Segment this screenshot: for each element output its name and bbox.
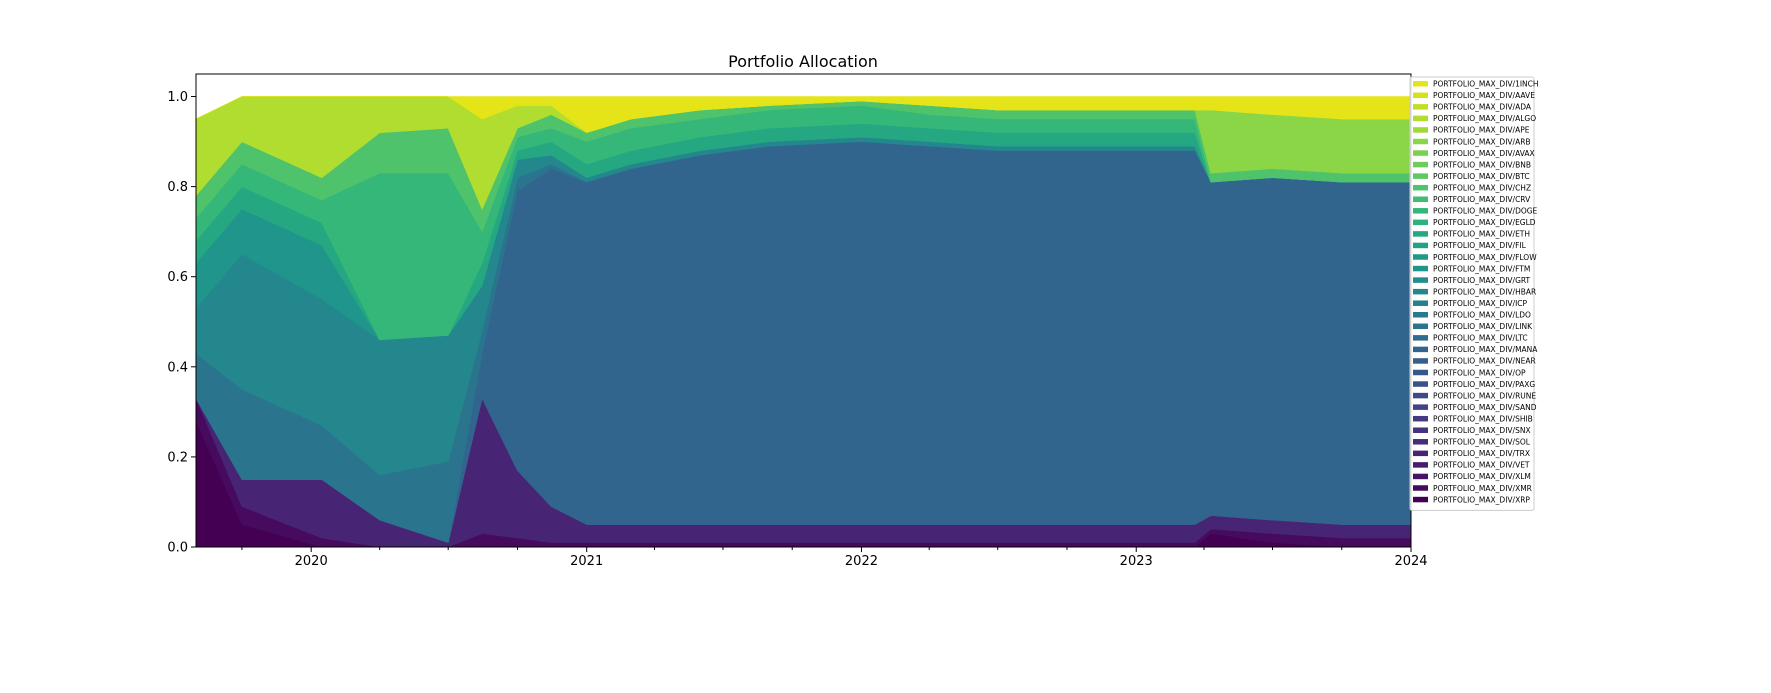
- legend-swatch: [1413, 381, 1428, 387]
- legend-label: PORTFOLIO_MAX_DIV/XRP: [1433, 495, 1530, 504]
- legend-label: PORTFOLIO_MAX_DIV/LTC: [1433, 334, 1528, 343]
- legend-swatch: [1413, 173, 1428, 179]
- legend-label: PORTFOLIO_MAX_DIV/FTM: [1433, 264, 1530, 273]
- legend-swatch: [1413, 196, 1428, 202]
- legend-swatch: [1413, 161, 1428, 168]
- legend-label: PORTFOLIO_MAX_DIV/BTC: [1433, 172, 1530, 181]
- legend-label: PORTFOLIO_MAX_DIV/PAXG: [1433, 380, 1535, 389]
- x-tick-label: 2021: [570, 554, 603, 569]
- legend-label: PORTFOLIO_MAX_DIV/ALGO: [1433, 114, 1536, 123]
- legend-label: PORTFOLIO_MAX_DIV/AAVE: [1433, 91, 1535, 100]
- legend-swatch: [1413, 450, 1428, 457]
- legend-swatch: [1413, 439, 1428, 445]
- legend-swatch: [1413, 104, 1428, 110]
- y-axis: 0.0 0.2 0.4 0.6 0.8 1.0: [167, 90, 196, 556]
- legend-swatch: [1413, 265, 1428, 272]
- x-axis: 2020 2021 2022 2023 2024: [241, 547, 1428, 569]
- legend-swatch: [1413, 335, 1428, 341]
- chart-title: Portfolio Allocation: [728, 52, 878, 71]
- legend-swatch: [1413, 288, 1428, 295]
- legend-label: PORTFOLIO_MAX_DIV/CHZ: [1433, 183, 1531, 192]
- legend-swatch: [1413, 138, 1428, 145]
- legend-label: PORTFOLIO_MAX_DIV/AVAX: [1433, 149, 1535, 158]
- legend-swatch: [1413, 496, 1428, 503]
- legend-swatch: [1413, 127, 1428, 133]
- legend-label: PORTFOLIO_MAX_DIV/CRV: [1433, 195, 1531, 204]
- legend-label: PORTFOLIO_MAX_DIV/LINK: [1433, 322, 1533, 331]
- legend-swatch: [1413, 81, 1428, 87]
- legend-swatch: [1413, 485, 1428, 491]
- legend-label: PORTFOLIO_MAX_DIV/APE: [1433, 126, 1530, 135]
- legend-swatch: [1413, 462, 1428, 468]
- legend-swatch: [1413, 346, 1428, 353]
- legend-swatch: [1413, 208, 1428, 214]
- legend-swatch: [1413, 92, 1428, 99]
- x-tick-label: 2022: [845, 554, 878, 569]
- legend-label: PORTFOLIO_MAX_DIV/SHIB: [1433, 414, 1533, 423]
- legend-label: PORTFOLIO_MAX_DIV/GRT: [1433, 276, 1531, 285]
- legend-label: PORTFOLIO_MAX_DIV/DOGE: [1433, 207, 1538, 216]
- legend-swatch: [1413, 358, 1428, 364]
- legend-label: PORTFOLIO_MAX_DIV/NEAR: [1433, 357, 1536, 366]
- x-tick-label: 2024: [1394, 554, 1427, 569]
- legend-label: PORTFOLIO_MAX_DIV/XLM: [1433, 472, 1531, 481]
- legend-label: PORTFOLIO_MAX_DIV/XMR: [1433, 484, 1532, 493]
- y-tick-label: 0.0: [167, 541, 188, 556]
- y-tick-label: 0.4: [167, 360, 188, 375]
- legend-swatch: [1413, 231, 1428, 237]
- legend: PORTFOLIO_MAX_DIV/1INCH PORTFOLIO_MAX_DIV…: [1409, 76, 1539, 511]
- legend-swatch: [1413, 184, 1428, 191]
- legend-label: PORTFOLIO_MAX_DIV/FIL: [1433, 241, 1527, 250]
- y-tick-label: 0.8: [167, 180, 188, 195]
- legend-label: PORTFOLIO_MAX_DIV/1INCH: [1433, 80, 1539, 89]
- legend-label: PORTFOLIO_MAX_DIV/BNB: [1433, 160, 1531, 169]
- y-tick-label: 0.6: [167, 270, 188, 285]
- legend-swatch: [1413, 369, 1428, 376]
- legend-label: PORTFOLIO_MAX_DIV/HBAR: [1433, 287, 1536, 296]
- legend-label: PORTFOLIO_MAX_DIV/RUNE: [1433, 391, 1536, 400]
- legend-label: PORTFOLIO_MAX_DIV/MANA: [1433, 345, 1538, 354]
- legend-label: PORTFOLIO_MAX_DIV/SOL: [1433, 438, 1531, 447]
- legend-swatch: [1413, 404, 1428, 410]
- legend-label: PORTFOLIO_MAX_DIV/ETH: [1433, 230, 1530, 239]
- legend-label: PORTFOLIO_MAX_DIV/ARB: [1433, 137, 1531, 146]
- legend-label: PORTFOLIO_MAX_DIV/TRX: [1433, 449, 1530, 458]
- legend-swatch: [1413, 219, 1428, 226]
- legend-swatch: [1413, 242, 1428, 249]
- legend-label: PORTFOLIO_MAX_DIV/LDO: [1433, 311, 1531, 320]
- x-tick-label: 2020: [295, 554, 328, 569]
- x-tick-label: 2023: [1120, 554, 1153, 569]
- y-tick-label: 0.2: [167, 450, 188, 465]
- legend-label: PORTFOLIO_MAX_DIV/OP: [1433, 368, 1526, 377]
- legend-swatch: [1413, 277, 1428, 283]
- legend-swatch: [1413, 323, 1428, 330]
- legend-swatch: [1413, 115, 1428, 122]
- legend-label: PORTFOLIO_MAX_DIV/SNX: [1433, 426, 1531, 435]
- legend-label: PORTFOLIO_MAX_DIV/ADA: [1433, 103, 1532, 112]
- legend-swatch: [1413, 300, 1428, 306]
- legend-label: PORTFOLIO_MAX_DIV/FLOW: [1433, 253, 1537, 262]
- legend-label: PORTFOLIO_MAX_DIV/SAND: [1433, 403, 1537, 412]
- legend-swatch: [1413, 150, 1428, 156]
- legend-swatch: [1413, 392, 1428, 399]
- legend-swatch: [1413, 312, 1428, 318]
- plot-area: [195, 96, 1412, 548]
- legend-swatch: [1413, 254, 1428, 260]
- legend-label: PORTFOLIO_MAX_DIV/ICP: [1433, 299, 1528, 308]
- legend-swatch: [1413, 473, 1428, 480]
- legend-label: PORTFOLIO_MAX_DIV/EGLD: [1433, 218, 1536, 227]
- legend-label: PORTFOLIO_MAX_DIV/VET: [1433, 461, 1530, 470]
- legend-swatch: [1413, 415, 1428, 422]
- y-tick-label: 1.0: [167, 90, 188, 105]
- legend-frame: [1409, 76, 1535, 511]
- legend-swatch: [1413, 427, 1428, 433]
